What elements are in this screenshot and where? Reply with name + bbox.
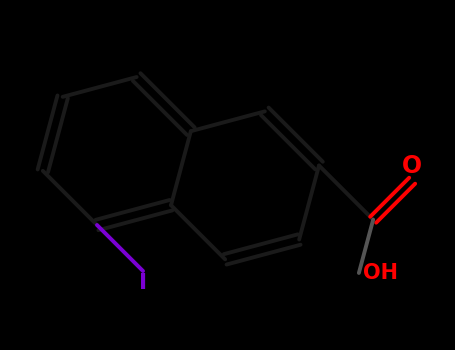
- Text: OH: OH: [364, 263, 399, 283]
- Text: O: O: [402, 154, 422, 178]
- Text: I: I: [139, 273, 147, 293]
